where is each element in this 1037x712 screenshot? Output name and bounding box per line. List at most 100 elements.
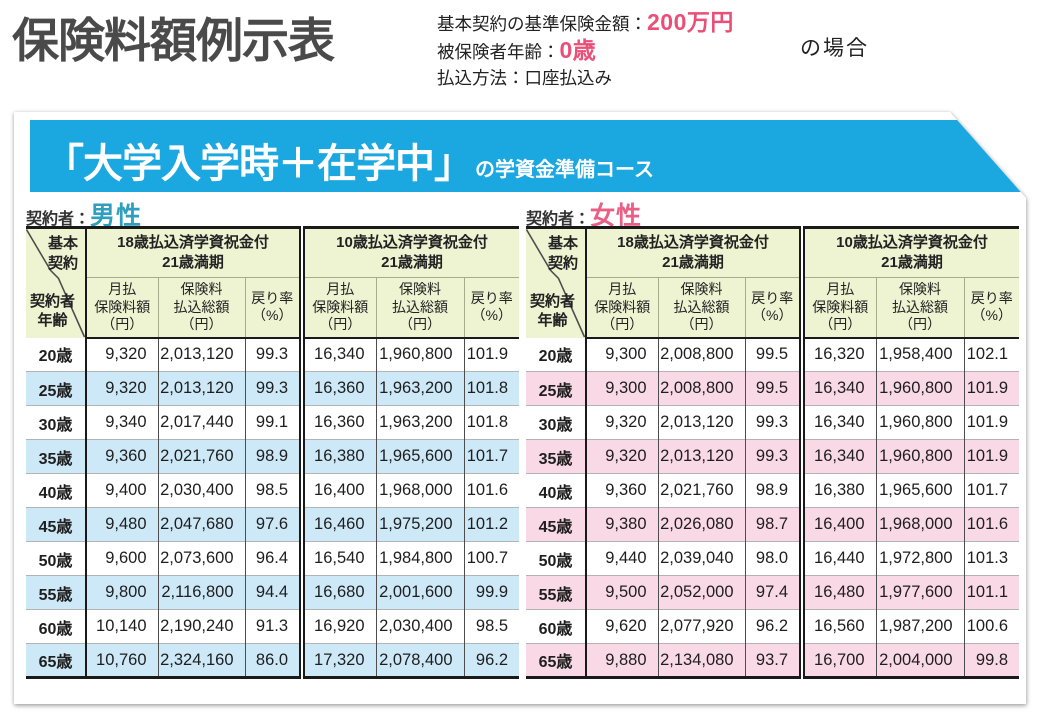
value-cell: 1,972,800 (875, 541, 965, 576)
value-cell: 2,030,400 (157, 473, 245, 508)
sub-header-row: 月払 保険料額 （円） 保険料 払込総額 （円） 戻り率 （%） 月払 保険料額… (526, 277, 1020, 339)
age-cell: 45歳 (26, 507, 86, 542)
condition-label: 払込方法：口座払込み (437, 68, 612, 88)
value-cell: 2,047,680 (157, 507, 245, 542)
course-banner-title: 「大学入学時＋在学中」 (44, 142, 473, 186)
value-cell: 9,380 (585, 507, 658, 542)
value-cell: 16,680 (299, 575, 377, 610)
value-cell: 99.9 (463, 575, 520, 610)
age-cell: 30歳 (26, 405, 86, 440)
value-cell: 10,760 (85, 643, 158, 679)
value-cell: 2,077,920 (657, 609, 745, 644)
case-suffix: の場合 (800, 37, 869, 60)
group-header-10: 10歳払込済学資祝金付 21歳満期 (799, 226, 1020, 278)
age-cell: 65歳 (526, 643, 586, 679)
value-cell: 1,987,200 (875, 609, 965, 644)
table-row: 50歳 9,600 2,073,600 96.4 16,540 1,984,800 100.… (26, 541, 520, 576)
age-cell: 20歳 (526, 337, 586, 372)
corner-cell: 基本 契約 契約者 年齢 (26, 226, 86, 338)
value-cell: 86.0 (244, 643, 303, 679)
value-cell: 2,013,120 (157, 371, 245, 406)
condition-label: 被保険者年齢： (437, 42, 560, 62)
course-banner: 「大学入学時＋在学中」 の学資金準備コース (30, 120, 1022, 192)
value-cell: 16,460 (299, 507, 377, 542)
subheader-return-rate: 戻り率 （%） (463, 277, 520, 339)
value-cell: 98.9 (244, 439, 303, 474)
contractor-label-male: 契約者： 男性 (26, 196, 142, 230)
value-cell: 16,540 (299, 541, 377, 576)
group-header-18: 18歳払込済学資祝金付 21歳満期 (84, 226, 303, 278)
age-cell: 55歳 (526, 575, 586, 610)
value-cell: 1,965,600 (875, 473, 965, 508)
value-cell: 2,078,400 (375, 643, 465, 679)
subheader-monthly-premium: 月払 保険料額 （円） (799, 277, 877, 339)
age-cell: 55歳 (26, 575, 86, 610)
value-cell: 9,500 (585, 575, 658, 610)
value-cell: 101.9 (963, 371, 1020, 406)
value-cell: 101.1 (963, 575, 1020, 610)
value-cell: 1,968,000 (875, 507, 965, 542)
value-cell: 1,963,200 (375, 371, 465, 406)
value-cell: 2,134,080 (657, 643, 745, 679)
value-cell: 99.8 (963, 643, 1020, 679)
value-cell: 99.5 (744, 337, 803, 372)
value-cell: 98.0 (744, 541, 803, 576)
value-cell: 9,400 (85, 473, 158, 508)
subheader-total-paid: 保険料 払込総額 （円） (657, 277, 745, 339)
value-cell: 1,968,000 (375, 473, 465, 508)
subheader-monthly-premium: 月払 保険料額 （円） (299, 277, 377, 339)
value-cell: 2,001,600 (375, 575, 465, 610)
contractor-gender-male: 男性 (90, 202, 143, 230)
value-cell: 16,340 (799, 371, 877, 406)
table-row: 20歳 9,300 2,008,800 99.5 16,320 1,958,400 102.… (526, 337, 1020, 372)
value-cell: 2,017,440 (157, 405, 245, 440)
subheader-monthly-premium: 月払 保険料額 （円） (585, 277, 658, 339)
table-row: 35歳 9,360 2,021,760 98.9 16,380 1,965,600 101.… (26, 439, 520, 474)
value-cell: 2,008,800 (657, 371, 745, 406)
value-cell: 9,800 (85, 575, 158, 610)
value-cell: 96.2 (744, 609, 803, 644)
value-cell: 1,963,200 (375, 405, 465, 440)
value-cell: 9,320 (85, 337, 158, 372)
age-cell: 25歳 (26, 371, 86, 406)
value-cell: 2,052,000 (657, 575, 745, 610)
age-cell: 40歳 (526, 473, 586, 508)
table-body: 20歳 9,320 2,013,120 99.3 16,340 1,960,800 101.… (26, 337, 520, 679)
value-cell: 99.3 (744, 439, 803, 474)
table-row: 60歳 9,620 2,077,920 96.2 16,560 1,987,200 100.… (526, 609, 1020, 644)
value-cell: 1,960,800 (875, 439, 965, 474)
table-row: 40歳 9,360 2,021,760 98.9 16,380 1,965,600 101.… (526, 473, 1020, 508)
contractor-gender-female: 女性 (590, 202, 643, 230)
value-cell: 2,008,800 (657, 337, 745, 372)
value-cell: 16,340 (299, 337, 377, 372)
age-cell: 30歳 (526, 405, 586, 440)
value-cell: 99.3 (244, 337, 303, 372)
subheader-monthly-premium: 月払 保険料額 （円） (85, 277, 158, 339)
table-row: 45歳 9,480 2,047,680 97.6 16,460 1,975,200 101.… (26, 507, 520, 542)
value-cell: 2,013,120 (157, 337, 245, 372)
value-cell: 9,360 (585, 473, 658, 508)
table-row: 65歳 9,880 2,134,080 93.7 16,700 2,004,000 99.8 (526, 643, 1020, 679)
group-header-row: 基本 契約 契約者 年齢 18歳払込済学資祝金付 21歳満期 10歳払込済学資祝… (526, 226, 1020, 338)
corner-cell: 基本 契約 契約者 年齢 (526, 226, 586, 338)
group-header-row: 基本 契約 契約者 年齢 18歳払込済学資祝金付 21歳満期 10歳払込済学資祝… (26, 226, 520, 338)
value-cell: 2,013,120 (657, 405, 745, 440)
value-cell: 101.8 (463, 371, 520, 406)
value-cell: 1,984,800 (375, 541, 465, 576)
value-cell: 2,013,120 (657, 439, 745, 474)
value-cell: 1,960,800 (375, 337, 465, 372)
value-cell: 2,324,160 (157, 643, 245, 679)
condition-line-insured-age: 被保険者年齢： 0歳 (437, 36, 997, 64)
sub-header-row: 月払 保険料額 （円） 保険料 払込総額 （円） 戻り率 （%） 月払 保険料額… (26, 277, 520, 339)
value-cell: 98.9 (744, 473, 803, 508)
value-cell: 2,021,760 (657, 473, 745, 508)
value-cell: 101.2 (463, 507, 520, 542)
table-row: 65歳 10,760 2,324,160 86.0 17,320 2,078,400 96.… (26, 643, 520, 679)
value-cell: 100.6 (963, 609, 1020, 644)
age-cell: 65歳 (26, 643, 86, 679)
value-cell: 99.5 (744, 371, 803, 406)
value-cell: 16,360 (299, 405, 377, 440)
contractor-prefix: 契約者： (526, 211, 591, 228)
value-cell: 9,320 (85, 371, 158, 406)
subheader-return-rate: 戻り率 （%） (963, 277, 1020, 339)
